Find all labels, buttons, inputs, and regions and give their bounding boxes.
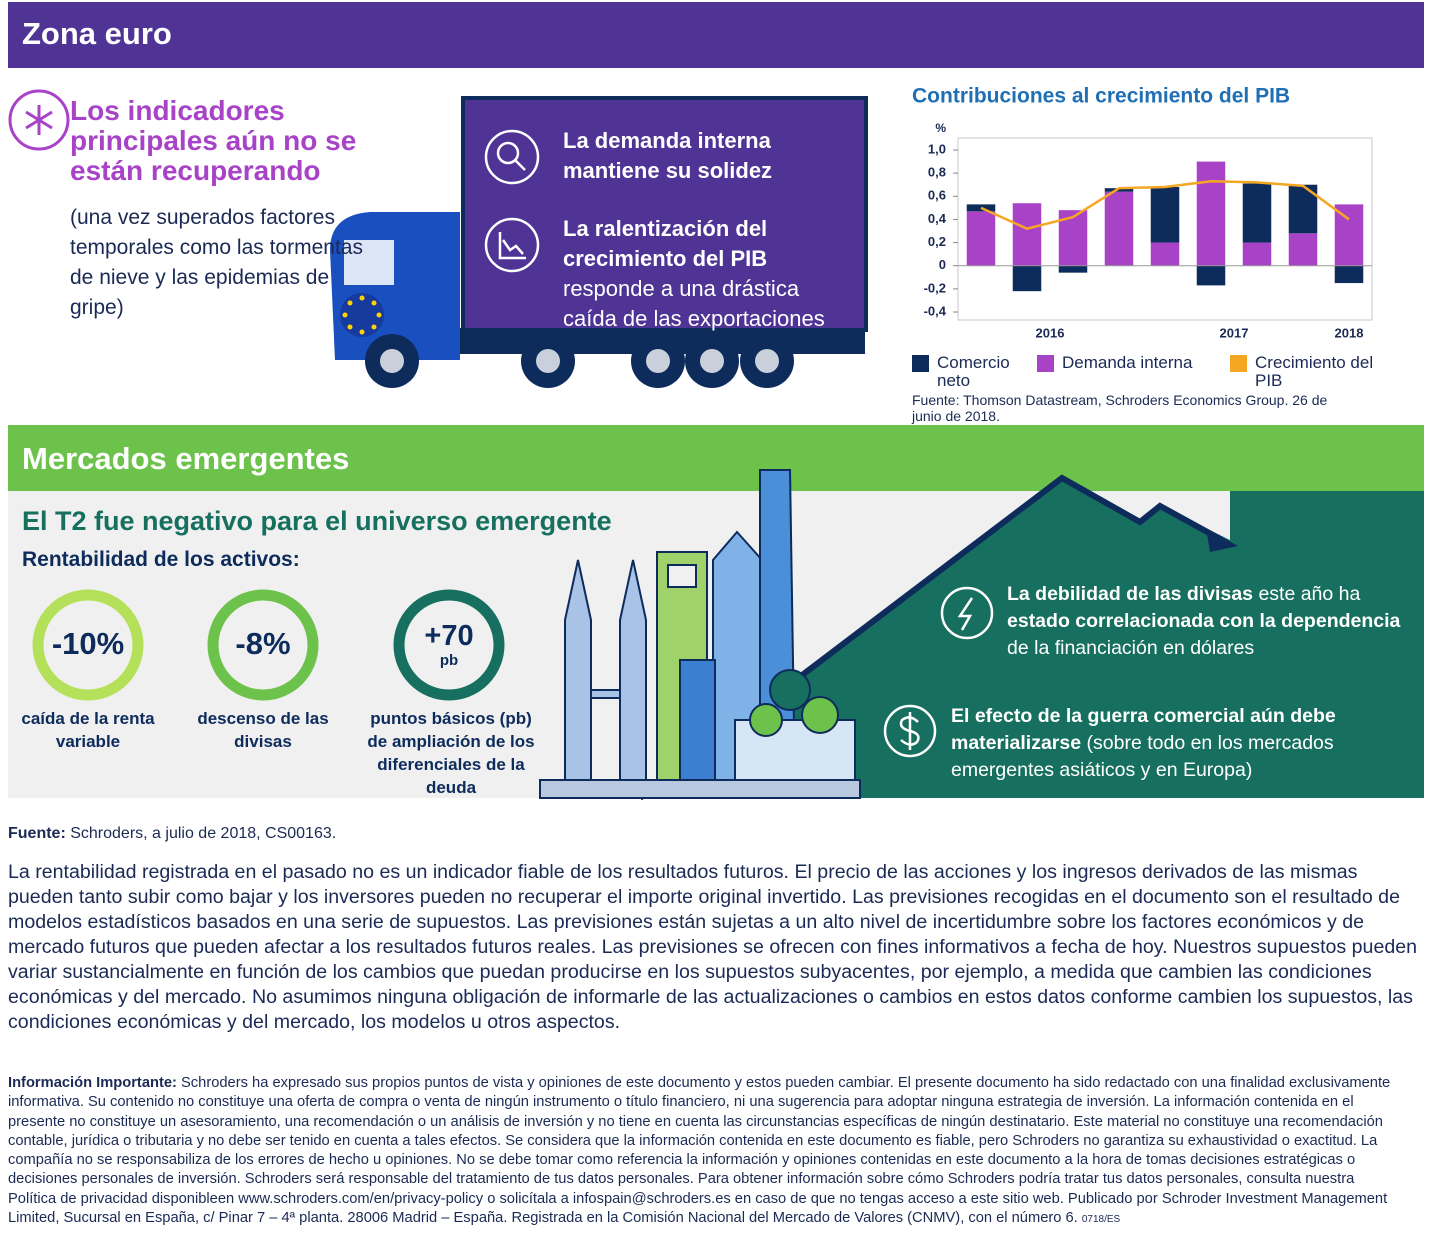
stat-label: puntos básicos (pb) de ampliación de los… xyxy=(367,709,535,797)
point-bold: La ralentización del crecimiento del PIB xyxy=(563,216,768,271)
bar xyxy=(1288,233,1318,266)
bar xyxy=(1058,265,1088,273)
legend-swatch xyxy=(1230,355,1247,372)
legend-label: Comercio neto xyxy=(937,353,1010,390)
stat-value: -10% xyxy=(51,626,125,661)
bar xyxy=(1150,242,1180,266)
ring xyxy=(393,589,505,701)
emerging-band xyxy=(8,425,1424,491)
y-tick-label: 0,4 xyxy=(928,211,947,226)
chart-title: Contribuciones al crecimiento del PIB xyxy=(912,85,1290,108)
bar xyxy=(1334,204,1364,266)
source-label: Fuente: xyxy=(8,825,66,842)
y-tick-label: -0,4 xyxy=(924,303,947,318)
subheading: Rentabilidad de los activos: xyxy=(22,548,300,571)
plot-frame xyxy=(957,137,1373,321)
bar xyxy=(1104,188,1134,192)
skyline xyxy=(539,469,861,799)
ring xyxy=(207,589,319,701)
important: Información Importante: Schroders ha exp… xyxy=(8,1074,1398,1229)
important-text: Schroders ha expresado sus propios punto… xyxy=(8,1075,1391,1227)
box-icons xyxy=(484,129,540,273)
bar xyxy=(966,211,996,266)
bar xyxy=(1104,191,1134,266)
stat-value: +70 xyxy=(424,620,474,652)
y-tick-label: 0,6 xyxy=(928,188,946,203)
legend-line: neto xyxy=(937,371,970,390)
bar xyxy=(1012,203,1042,266)
bar xyxy=(1242,183,1272,243)
source: Fuente: Schroders, a julio de 2018, CS00… xyxy=(8,825,336,843)
y-tick-label: -0,2 xyxy=(924,280,946,295)
legend-label: Demanda interna xyxy=(1062,353,1193,372)
bar xyxy=(1012,265,1042,292)
x-tick-label: 2016 xyxy=(1036,325,1065,340)
euro-band xyxy=(8,2,1424,68)
right-icons xyxy=(883,586,994,758)
legend-label: Crecimiento del PIB xyxy=(1255,353,1373,390)
ring xyxy=(32,589,144,701)
legend-line: PIB xyxy=(1255,371,1282,390)
doc-code: 0718/ES xyxy=(1081,1214,1121,1226)
truck xyxy=(330,212,865,388)
point-text: este año ha xyxy=(1258,583,1361,605)
legend-swatch xyxy=(912,355,929,372)
point-text: (sobre todo en los mercados emergentes a… xyxy=(951,732,1334,781)
snow-icon xyxy=(8,89,70,151)
point-bold: La debilidad de las divisas xyxy=(1007,583,1254,605)
y-tick-label: 0 xyxy=(939,257,946,272)
bar xyxy=(1242,242,1272,266)
stat-value: -8% xyxy=(235,626,291,661)
source-text: Schroders, a julio de 2018, CS00163. xyxy=(70,825,337,842)
point: La demanda interna mantiene su solidez xyxy=(563,128,773,183)
x-tick-label: 2017 xyxy=(1220,325,1249,340)
headline: Los indicadores principales aún no se es… xyxy=(70,95,357,186)
x-tick-label: 2018 xyxy=(1335,325,1364,340)
point-text: de la financiación en dólares xyxy=(1007,637,1255,659)
trend-arrow xyxy=(1206,528,1238,552)
bar xyxy=(1150,187,1180,243)
y-tick-label: 1,0 xyxy=(928,141,946,156)
point-bold: estado correlacionada con la dependencia xyxy=(1007,610,1401,632)
chart-source: Fuente: Thomson Datastream, Schroders Ec… xyxy=(912,392,1328,424)
line xyxy=(980,179,1350,231)
important-label: Información Importante: xyxy=(8,1075,177,1091)
stat-label: descenso de las divisas xyxy=(197,709,329,751)
legend-line: Crecimiento del xyxy=(1255,353,1373,372)
stat-unit: pb xyxy=(439,652,459,669)
bar xyxy=(1334,265,1364,284)
disclaimer: La rentabilidad registrada en el pasado … xyxy=(8,861,1418,1033)
illustrations xyxy=(8,2,1424,800)
section-title: Zona euro xyxy=(22,16,172,51)
bar xyxy=(1196,161,1226,266)
purple-box xyxy=(461,96,868,332)
y-label: % xyxy=(935,121,946,135)
legend-line: Demanda interna xyxy=(1062,353,1193,372)
stat-label: caída de la renta variable xyxy=(21,709,155,751)
note: (una vez superados factores temporales c… xyxy=(70,206,363,319)
point-text: responde a una drástica caída de las exp… xyxy=(563,276,825,331)
y-tick-label: 0,2 xyxy=(928,234,946,249)
legend-line: Comercio xyxy=(937,353,1010,372)
chart: Contribuciones al crecimiento del PIB % … xyxy=(912,85,1373,390)
trend-line xyxy=(638,474,1224,800)
point: La ralentización del crecimiento del PIB… xyxy=(563,214,853,334)
section-title: Mercados emergentes xyxy=(22,441,350,476)
point: La debilidad de las divisas este año ha … xyxy=(1007,581,1407,662)
point: El efecto de la guerra comercial aún deb… xyxy=(951,703,1391,784)
bar xyxy=(1196,265,1226,286)
y-tick-label: 0,8 xyxy=(928,165,946,180)
legend-swatch xyxy=(1037,355,1054,372)
point-bold: El efecto de la guerra comercial aún deb… xyxy=(951,705,1336,754)
headline: El T2 fue negativo para el universo emer… xyxy=(22,506,612,536)
